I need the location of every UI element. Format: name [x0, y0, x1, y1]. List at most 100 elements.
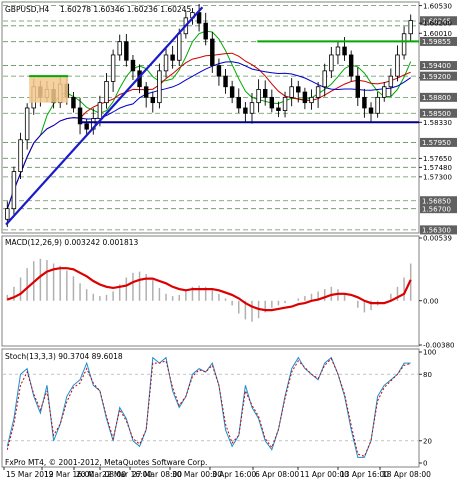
macd-series [6, 258, 412, 322]
candle-body [157, 70, 162, 104]
price-label-box [420, 137, 457, 147]
candle-body [309, 96, 314, 104]
candle-body [382, 86, 387, 98]
candle-body [97, 102, 103, 119]
candle-body [289, 86, 294, 98]
candle-body [342, 46, 347, 56]
macd-tick-label: -0.00380 [423, 342, 454, 350]
price-label-box [420, 16, 457, 26]
chart-overlays [5, 6, 419, 226]
time-tick-label: 27 Mar 08:00 [132, 470, 182, 479]
copyright-footer: FxPro MT4, © 2001-2012, MetaQuotes Softw… [5, 458, 207, 467]
stoch-axis: 100 80 20 0 [419, 349, 436, 468]
candle-body [150, 96, 156, 104]
candle-body [408, 20, 413, 35]
candle-body [355, 75, 361, 98]
price-tick-label: 1.59855 [422, 38, 451, 46]
stoch-series [3, 356, 418, 458]
candle-body [368, 107, 374, 114]
price-label-box [420, 61, 457, 71]
price-tick-label: 1.56850 [422, 197, 451, 205]
ma-line [6, 61, 411, 209]
candle-body [276, 107, 281, 112]
price-tick-label: 1.60245 [422, 17, 451, 25]
candle-body [262, 89, 268, 98]
candle-body [348, 54, 354, 77]
price-label-box [420, 71, 457, 81]
candle-body [249, 102, 255, 114]
candle-body [322, 70, 327, 88]
macd-tick-label: 0.00 [423, 297, 439, 305]
candle-body [236, 96, 241, 109]
candle-body [110, 54, 116, 82]
candle-body [362, 96, 367, 109]
candle-body [170, 54, 175, 61]
price-tick-label: 1.57650 [423, 155, 452, 163]
price-tick-label: 1.60530 [423, 2, 452, 10]
stoch-tick-label: 80 [423, 371, 432, 379]
candle-body [256, 89, 261, 104]
time-tick-label: 6 Apr 08:00 [255, 470, 299, 479]
consolidation-box [29, 76, 69, 103]
ohlc-values: 1.60278 1.60346 1.60236 1.60245 [60, 5, 191, 14]
candle-body [24, 107, 30, 141]
candle-body [329, 54, 334, 72]
time-tick-label: 20 Mar 08:00 [76, 470, 126, 479]
candle-body [282, 96, 288, 112]
price-label-box [420, 36, 457, 46]
candle-body [302, 91, 308, 104]
price-tick-label: 1.56300 [422, 226, 451, 234]
candle-body [177, 33, 182, 61]
candle-body [243, 107, 248, 114]
price-tick-label: 1.58800 [422, 94, 451, 102]
price-tick-label: 1.57480 [423, 164, 452, 172]
candle-body [269, 96, 275, 109]
time-tick-label: 19 Mar 16:00 [44, 470, 94, 479]
time-tick-label: 3 Apr 16:00 [212, 470, 256, 479]
price-tick-label: 1.60010 [423, 30, 452, 38]
symbol-timeframe: GBPUSD,H4 [5, 5, 50, 14]
time-tick-label: 15 Mar 2012 [6, 470, 54, 479]
candle-body [130, 59, 136, 72]
price-tick-label: 1.59200 [422, 73, 451, 81]
candle-body [210, 38, 215, 66]
price-label-box [420, 196, 457, 206]
stoch-main-line [6, 356, 411, 458]
macd-axis: 0.00539 0.00 -0.00380 [419, 235, 454, 350]
price-label-box [420, 92, 457, 102]
candle-body [5, 208, 10, 220]
candle-body [18, 139, 23, 172]
price-tick-label: 1.60200 [423, 20, 452, 28]
macd-panel-frame [1, 235, 420, 347]
candle-body [104, 81, 109, 104]
price-tick-label: 1.57300 [423, 173, 452, 181]
stoch-tick-label: 100 [423, 349, 436, 357]
candle-body [335, 46, 341, 56]
candle-body [229, 86, 235, 98]
time-tick-label: 11 Apr 00:00 [300, 470, 349, 479]
candle-body [117, 41, 122, 56]
price-tick-label: 1.56700 [422, 205, 451, 213]
candle-body [203, 22, 208, 40]
candle-body [375, 96, 380, 114]
macd-label: MACD(12,26,9) 0.003242 0.001813 [5, 238, 139, 247]
price-tick-label: 1.59400 [422, 62, 451, 70]
time-tick-label: 13 Apr 16:00 [340, 470, 389, 479]
stoch-panel-frame [1, 348, 420, 468]
candle-body [196, 12, 202, 24]
price-label-box [420, 225, 457, 235]
candle-body [11, 171, 17, 210]
candle-body [77, 107, 83, 125]
candle-body [216, 65, 222, 77]
price-tick-label: 1.58330 [423, 119, 452, 127]
candle-body [395, 54, 400, 77]
candle-body [315, 86, 321, 98]
time-tick-label: 30 Mar 00:00 [172, 470, 222, 479]
candle-body [163, 54, 169, 72]
time-tick-label: 22 Mar 16:00 [102, 470, 152, 479]
time-tick-label: 18 Apr 08:00 [382, 470, 431, 479]
candle-body [143, 86, 149, 98]
candle-body [296, 86, 301, 93]
